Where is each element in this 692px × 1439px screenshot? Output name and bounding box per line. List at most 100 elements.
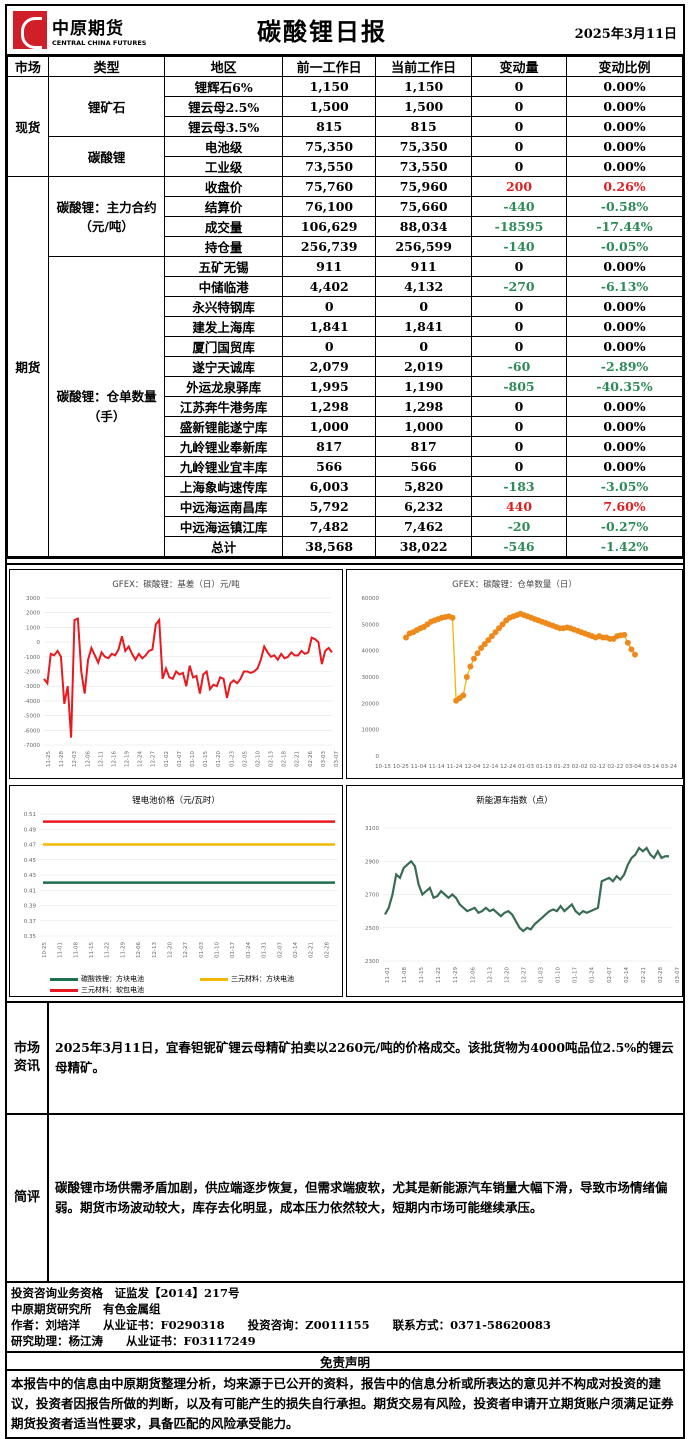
x-tick-label: 11-01	[58, 942, 64, 958]
table-cell: 73,550	[282, 157, 376, 177]
table-cell: -3.05%	[567, 477, 683, 497]
table-cell: -270	[471, 277, 566, 297]
x-tick-label: 12-16	[111, 751, 117, 767]
x-tick-label: 01-24	[590, 967, 596, 983]
table-cell: 0.00%	[567, 97, 683, 117]
x-tick-label: 12-13	[152, 942, 158, 958]
table-cell: 566	[282, 457, 376, 477]
table-cell: 1,150	[376, 77, 471, 97]
warrant-point	[475, 650, 481, 656]
x-tick-label: 01-10	[556, 967, 562, 983]
x-tick-label: 12-06	[85, 751, 91, 767]
table-cell: 1,190	[376, 377, 471, 397]
table-cell: 中储临港	[165, 277, 282, 297]
table-cell: 0	[471, 457, 566, 477]
table-cell: -60	[471, 357, 566, 377]
table-cell: 106,629	[282, 217, 376, 237]
table-cell: 0	[471, 157, 566, 177]
table-cell: 工业级	[165, 157, 282, 177]
table-cell: -2.89%	[567, 357, 683, 377]
table-cell: 成交量	[165, 217, 282, 237]
comment-section: 简评 碳酸锂市场供需矛盾加剧，供应端逐步恢复，但需求端疲软，尤其是新能源汽车销量…	[7, 1115, 683, 1283]
table-cell: 1,150	[282, 77, 376, 97]
warrant-point	[632, 652, 638, 658]
table-cell: 1,000	[376, 417, 471, 437]
table-cell: -546	[471, 537, 566, 557]
market-spot-cell: 现货	[8, 77, 49, 177]
table-cell: -0.58%	[567, 197, 683, 217]
warrant-point	[471, 656, 477, 662]
table-cell: 0	[471, 417, 566, 437]
table-cell: 1,500	[376, 97, 471, 117]
table-header-cell: 变动量	[471, 57, 566, 77]
table-cell: 0	[471, 297, 566, 317]
table-cell: 建发上海库	[165, 317, 282, 337]
x-tick-label: 12-27	[521, 967, 527, 983]
x-tick-label: 02-22	[607, 764, 623, 770]
table-cell: -140	[471, 237, 566, 257]
x-tick-label: 02-14	[293, 942, 299, 958]
x-tick-label: 10-25	[393, 764, 409, 770]
footer-line-2: 中原期货研究所 有色金属组	[11, 1301, 679, 1317]
comment-label: 简评	[7, 1115, 49, 1281]
market-info-section: 市场资讯 2025年3月11日，宜春钽铌矿锂云母精矿拍卖以2260元/吨的价格成…	[7, 1003, 683, 1115]
table-cell: 256,739	[282, 237, 376, 257]
table-cell: 总计	[165, 537, 282, 557]
table-cell: -440	[471, 197, 566, 217]
table-cell: 75,350	[376, 137, 471, 157]
x-tick-label: 02-21	[641, 967, 647, 983]
x-tick-label: 01-03	[199, 942, 205, 958]
y-tick-label: 0	[376, 754, 380, 760]
legend-ncm-square: 三元材料：方块电池	[200, 974, 294, 984]
table-cell: 0	[471, 397, 566, 417]
x-tick-label: 01-24	[246, 942, 252, 958]
x-tick-label: 11-08	[402, 967, 408, 983]
y-tick-label: 30000	[362, 675, 380, 681]
table-cell: 1,298	[282, 397, 376, 417]
y-tick-label: 0.37	[24, 919, 37, 925]
y-tick-label: 0.49	[24, 827, 37, 833]
warrant-point	[621, 632, 627, 638]
table-cell: 0.00%	[567, 397, 683, 417]
table-cell: -0.05%	[567, 237, 683, 257]
y-tick-label: 60000	[362, 596, 380, 602]
x-tick-label: 01-15	[203, 751, 209, 767]
x-tick-label: 01-07	[177, 751, 183, 767]
x-tick-label: 02-05	[242, 751, 248, 767]
report-header: 中原期货 CENTRAL CHINA FUTURES 碳酸锂日报 2025年3月…	[7, 6, 683, 56]
table-cell: 4,402	[282, 277, 376, 297]
x-tick-label: 02-28	[324, 942, 330, 958]
table-cell: -17.44%	[567, 217, 683, 237]
y-tick-label: 3100	[365, 826, 379, 832]
table-cell: 0.00%	[567, 77, 683, 97]
table-cell: -0.27%	[567, 517, 683, 537]
y-tick-label: -1000	[24, 655, 40, 661]
disclaimer-text: 本报告中的信息由中原期货整理分析，均来源于已公开的资料，报告中的信息分析或所表达…	[7, 1371, 683, 1437]
x-tick-label: 03-14	[643, 764, 659, 770]
table-cell: 厦门国贸库	[165, 337, 282, 357]
footer-line-3: 作者：刘培洋 从业证书：F0290318 投资咨询：Z0011155 联系方式：…	[11, 1317, 679, 1333]
table-cell: 0	[471, 77, 566, 97]
table-cell: 815	[376, 117, 471, 137]
table-cell: 九岭锂业宜丰库	[165, 457, 282, 477]
x-tick-label: 03-24	[661, 764, 677, 770]
table-cell: 1,995	[282, 377, 376, 397]
market-info-text: 2025年3月11日，宜春钽铌矿锂云母精矿拍卖以2260元/吨的价格成交。该批货…	[49, 1003, 683, 1113]
y-tick-label: 2700	[365, 893, 379, 899]
x-tick-label: 02-02	[572, 764, 588, 770]
table-cell: 75,350	[282, 137, 376, 157]
x-tick-label: 12-27	[183, 942, 189, 958]
table-cell: -183	[471, 477, 566, 497]
table-cell: 0.00%	[567, 437, 683, 457]
table-header-cell: 类型	[48, 57, 165, 77]
table-cell: -805	[471, 377, 566, 397]
x-tick-label: 03-03	[321, 751, 327, 767]
type-carbonate-cell: 碳酸锂	[48, 137, 165, 177]
